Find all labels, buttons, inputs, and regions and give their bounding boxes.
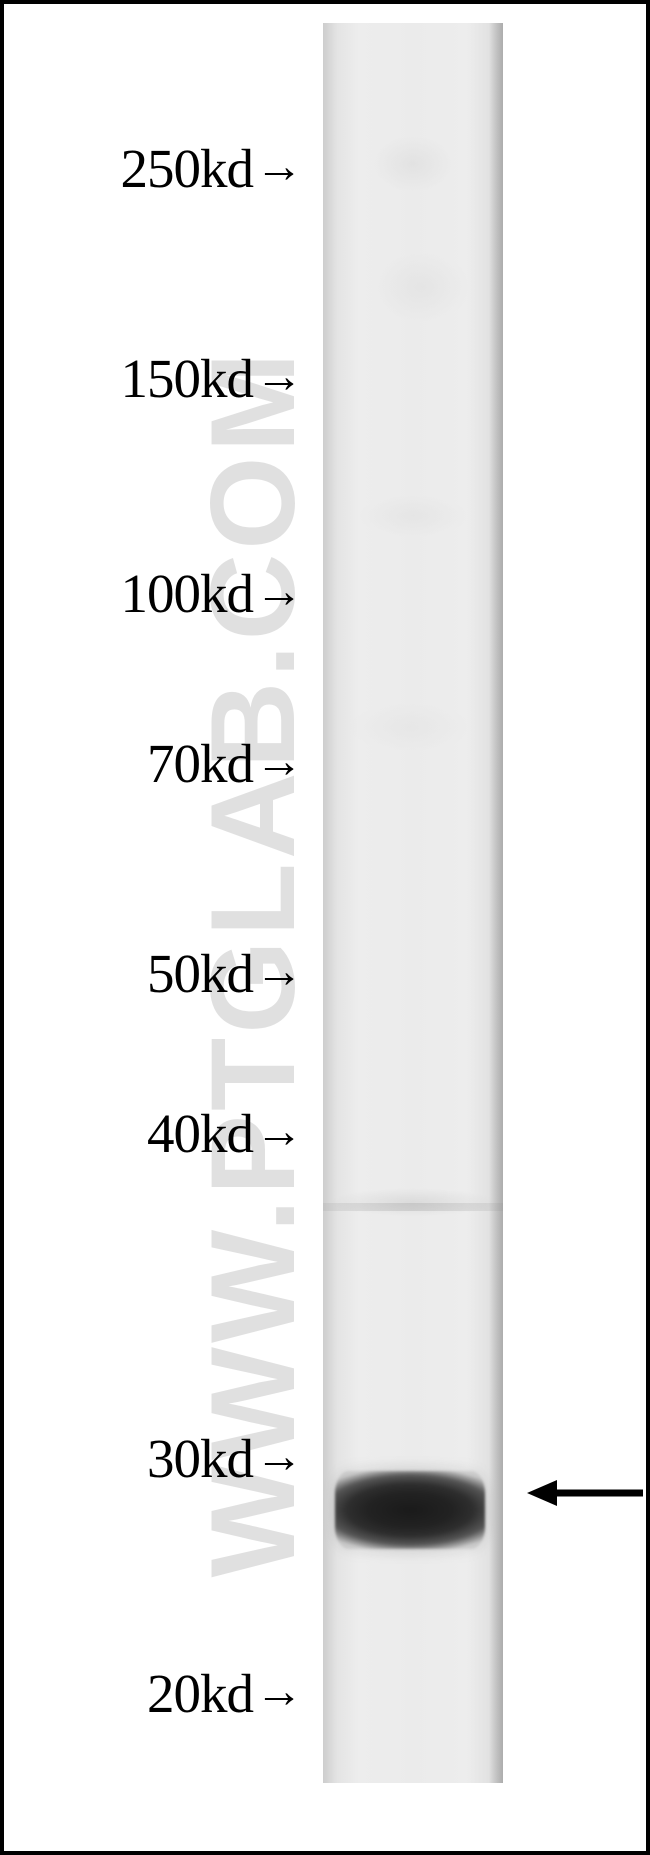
blot-lane — [323, 23, 503, 1783]
marker-label: 50kd — [147, 942, 253, 1005]
arrow-right-icon: → — [255, 944, 303, 999]
marker-250kd: 250kd→ — [3, 138, 303, 198]
marker-label: 100kd — [121, 562, 254, 625]
arrow-right-icon: → — [255, 564, 303, 619]
marker-label: 40kd — [147, 1102, 253, 1165]
faint-line — [323, 1203, 503, 1211]
arrow-right-icon: → — [255, 139, 303, 194]
marker-50kd: 50kd→ — [3, 943, 303, 1003]
arrow-right-icon: → — [255, 1104, 303, 1159]
marker-20kd: 20kd→ — [3, 1663, 303, 1723]
marker-label: 250kd — [121, 137, 254, 200]
band-main — [335, 1471, 485, 1549]
marker-label: 20kd — [147, 1662, 253, 1725]
blot-container: WWW.PTGLAB.COM 250kd→ 150kd→ 100kd→ 70kd… — [3, 3, 647, 1852]
arrow-left-icon — [525, 1473, 645, 1513]
marker-label: 30kd — [147, 1427, 253, 1490]
marker-70kd: 70kd→ — [3, 733, 303, 793]
arrow-right-icon: → — [255, 1664, 303, 1719]
arrow-right-icon: → — [255, 734, 303, 789]
marker-40kd: 40kd→ — [3, 1103, 303, 1163]
marker-150kd: 150kd→ — [3, 348, 303, 408]
marker-100kd: 100kd→ — [3, 563, 303, 623]
arrow-right-icon: → — [255, 349, 303, 404]
marker-label: 150kd — [121, 347, 254, 410]
arrow-right-icon: → — [255, 1429, 303, 1484]
marker-30kd: 30kd→ — [3, 1428, 303, 1488]
marker-label: 70kd — [147, 732, 253, 795]
result-arrow — [525, 1473, 645, 1513]
